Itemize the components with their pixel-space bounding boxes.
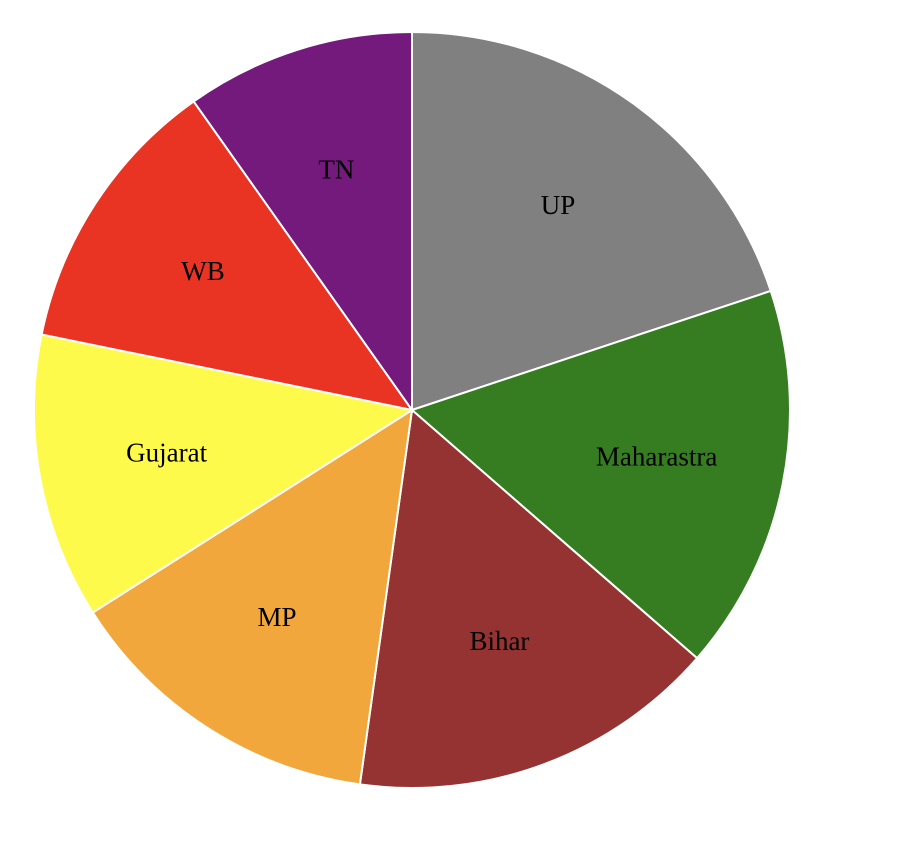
pie-label-maharastra: Maharastra: [596, 441, 717, 471]
pie-slice-bihar: [358, 408, 699, 789]
pie-slice-wb: [40, 100, 415, 412]
pie-slice-gujarat: [33, 333, 415, 614]
pie-labels: UP Maharastra Bihar MP Gujarat WB TN: [126, 154, 717, 655]
pie-slice-tn: [192, 30, 413, 414]
pie-label-tn: TN: [318, 154, 354, 184]
pie-label-gujarat: Gujarat: [126, 437, 207, 467]
pie-slice-mp: [91, 407, 414, 786]
pie-slice-up: [411, 30, 773, 412]
pie-slices: [33, 30, 791, 789]
pie-label-mp: MP: [257, 602, 296, 632]
pie-slice-maharastra: [410, 289, 791, 660]
pie-label-up: UP: [541, 190, 576, 220]
pie-label-wb: WB: [181, 256, 225, 286]
pie-label-bihar: Bihar: [469, 626, 529, 656]
